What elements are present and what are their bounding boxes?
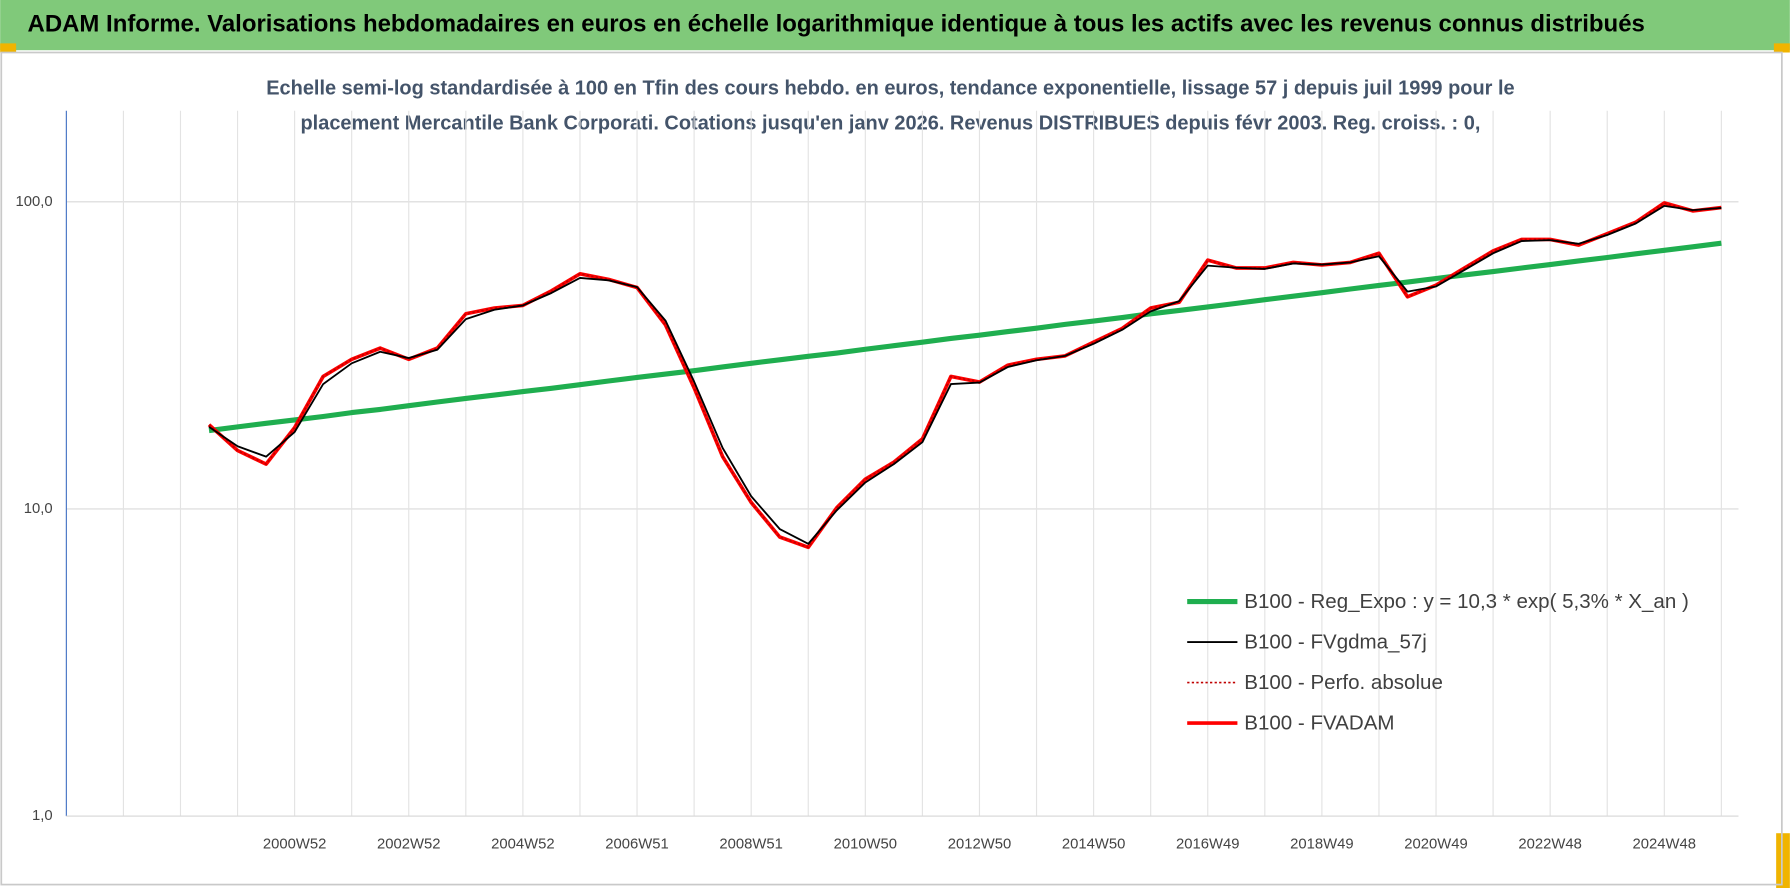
chart-title: ADAM Informe. Valorisations hebdomadaire… <box>28 10 1645 37</box>
x-tick-label: 2014W50 <box>1062 837 1125 853</box>
plot <box>207 201 1722 550</box>
x-tick-label: 2008W51 <box>719 837 782 853</box>
x-tick-label: 2020W49 <box>1404 837 1467 853</box>
x-tick-label: 2022W48 <box>1518 837 1581 853</box>
legend-label: B100 - FVgdma_57j <box>1244 631 1427 654</box>
y-tick-label: 10,0 <box>24 501 53 517</box>
x-tick-label: 2002W52 <box>377 837 440 853</box>
corner-mark <box>0 43 17 53</box>
chart-frame <box>0 51 1783 886</box>
legend-label: B100 - Reg_Expo : y = 10,3 * exp( 5,3% *… <box>1244 590 1689 613</box>
subtitle: Echelle semi-log standardisée à 100 en T… <box>266 77 1514 99</box>
legend-label: B100 - Perfo. absolue <box>1244 671 1443 694</box>
x-tick-label: 2004W52 <box>491 837 554 853</box>
legend: B100 - Reg_Expo : y = 10,3 * exp( 5,3% *… <box>1187 590 1689 735</box>
axes: 1,0 10,0 100,0 2000W52 2002W52 2004W52 2006W51… <box>16 110 1739 853</box>
x-tick-label: 2006W51 <box>605 837 668 853</box>
corner-mark <box>1773 43 1790 53</box>
x-tick-label: 2012W50 <box>948 837 1011 853</box>
x-tick-label: 2000W52 <box>263 837 326 853</box>
line-series <box>208 204 1722 545</box>
line-series <box>208 202 1722 549</box>
x-tick-label: 2010W50 <box>834 837 897 853</box>
legend-label: B100 - FVADAM <box>1244 712 1394 735</box>
x-tick-label: 2018W49 <box>1290 837 1353 853</box>
x-tick-label: 2024W48 <box>1633 837 1696 853</box>
y-tick-label: 100,0 <box>16 194 53 210</box>
corner-mark <box>1776 833 1790 888</box>
line-series <box>208 240 1722 434</box>
grid <box>66 110 1739 817</box>
subtitle: placement Mercantile Bank Corporati. Cot… <box>300 113 1480 135</box>
title-bar <box>0 0 1790 51</box>
x-tick-label: 2016W49 <box>1176 837 1239 853</box>
y-tick-label: 1,0 <box>32 808 53 824</box>
